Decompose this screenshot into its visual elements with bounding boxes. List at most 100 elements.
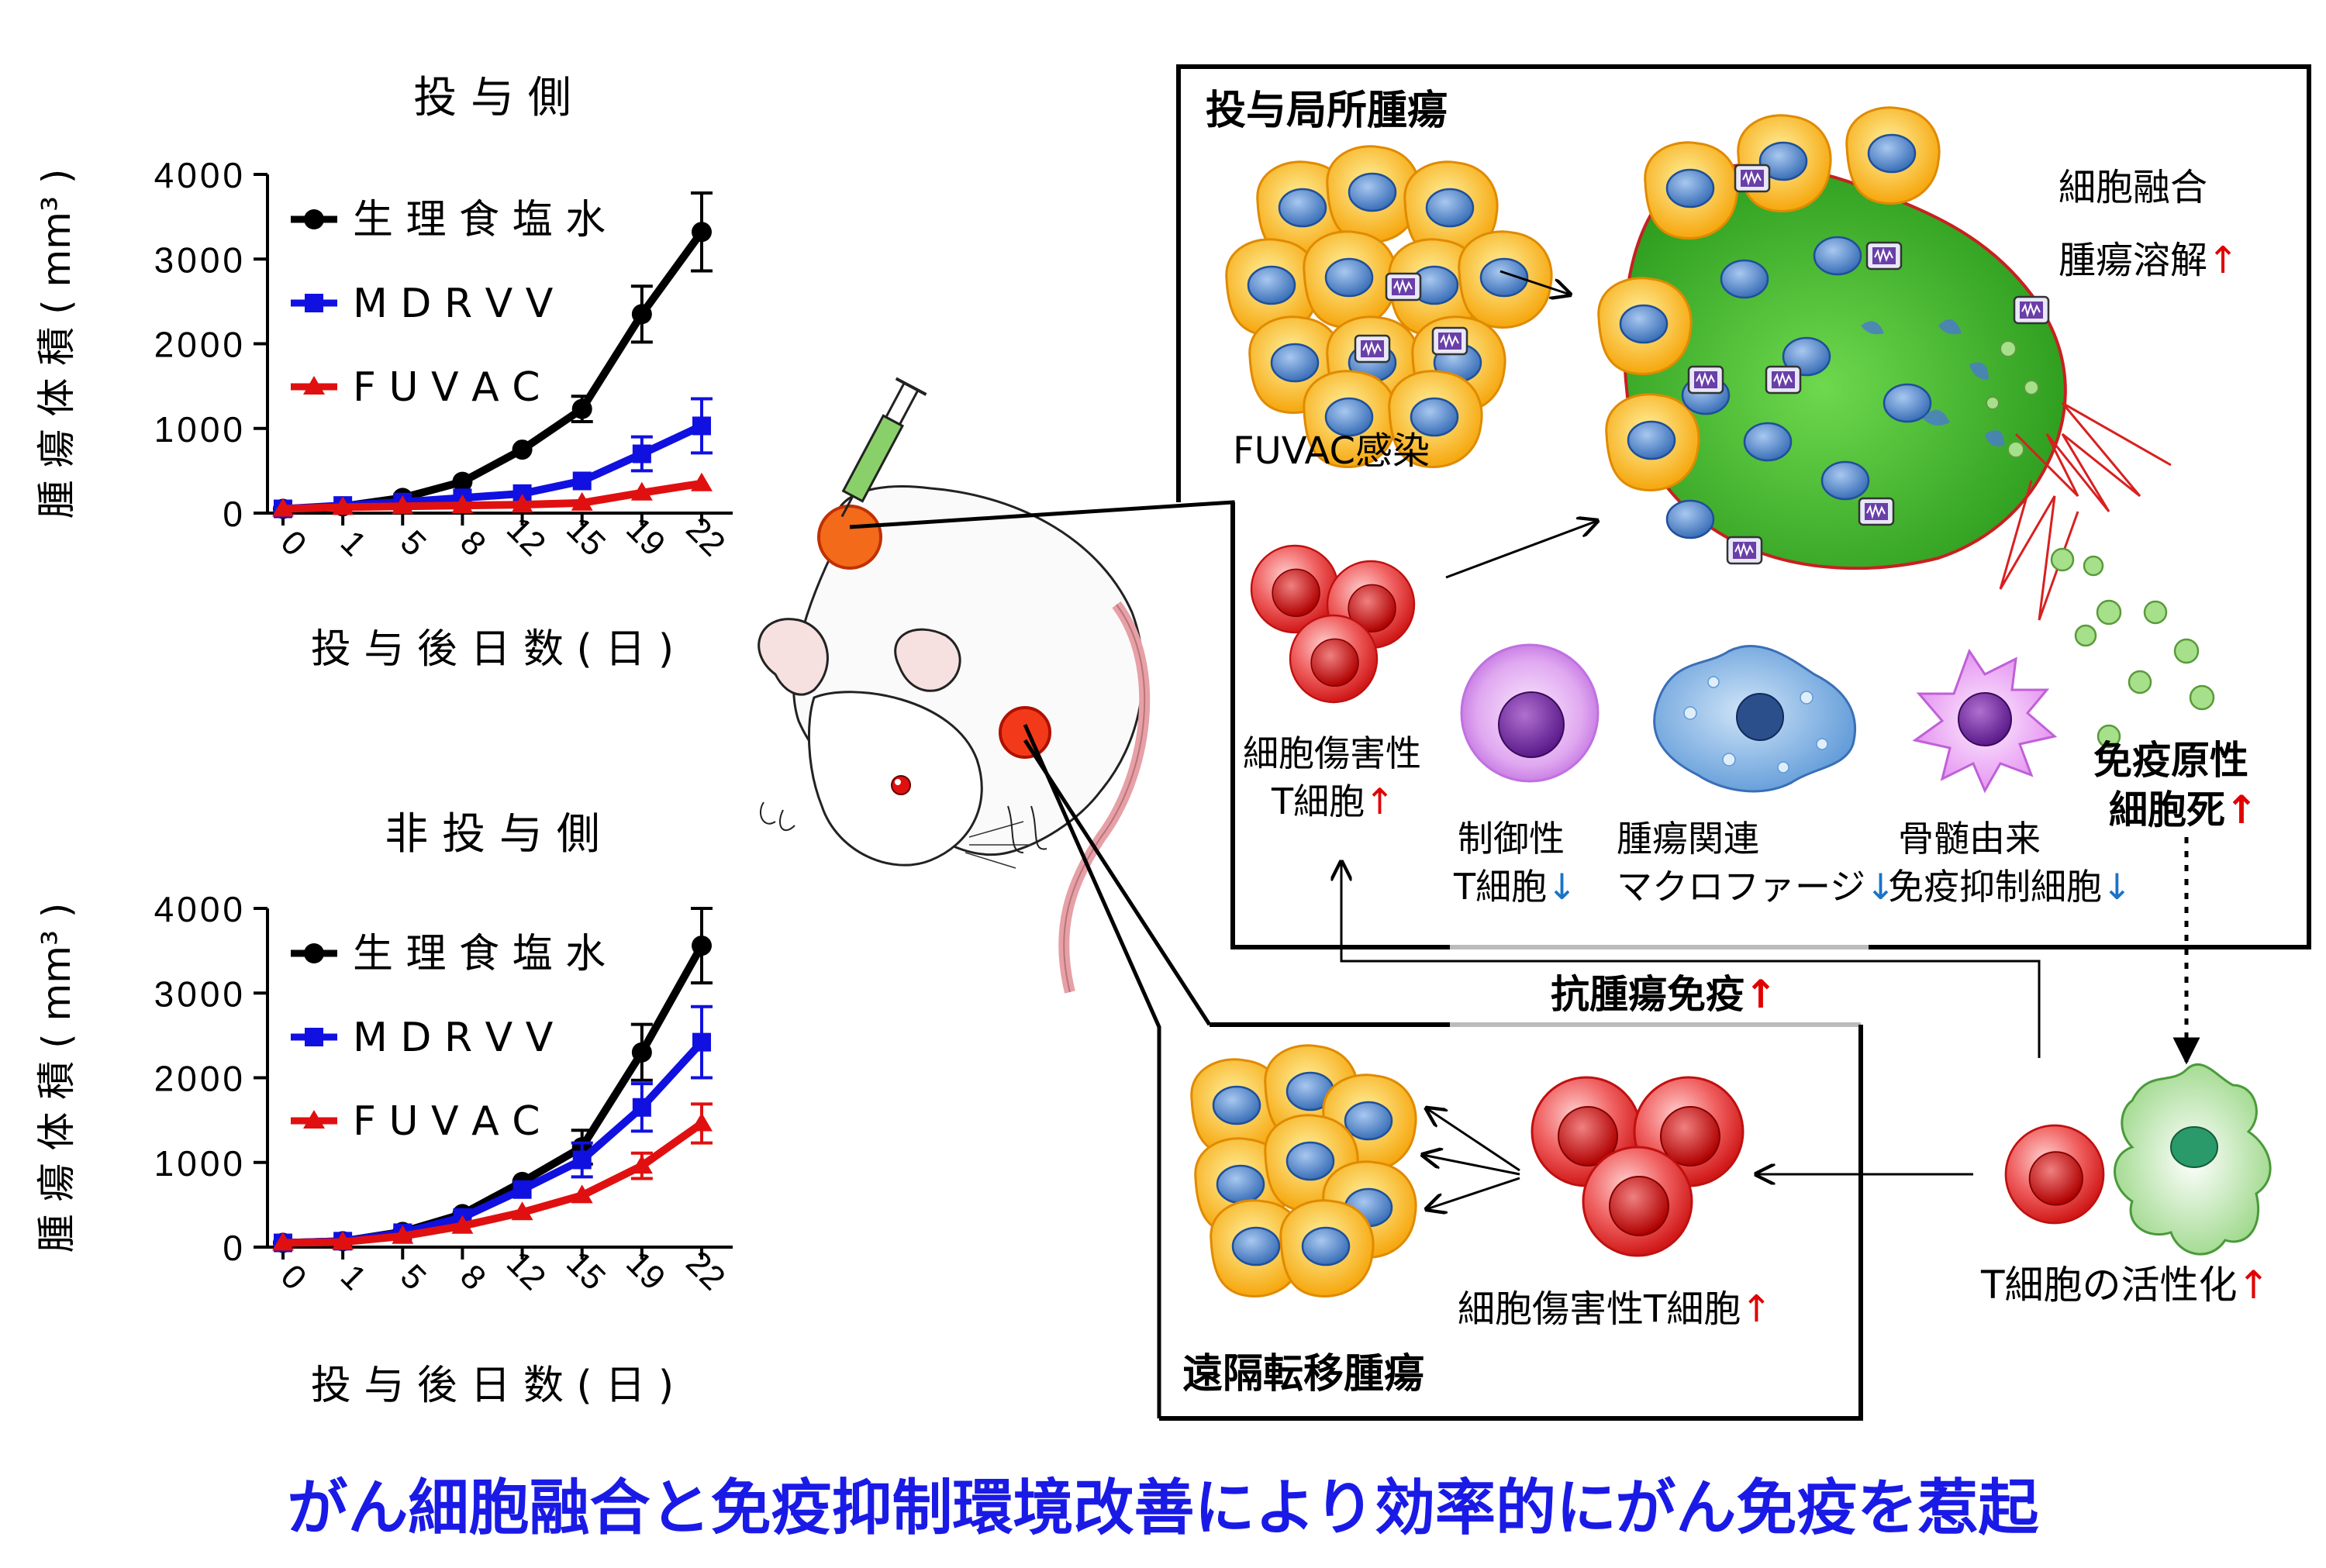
antitumor-immunity-up-arrow: ↑ bbox=[1744, 972, 1777, 1017]
x-tick-label: 22 bbox=[678, 1244, 732, 1297]
t-activation-label: T細胞の活性化↑ bbox=[1980, 1263, 2269, 1308]
x-tick-label: 15 bbox=[559, 510, 613, 563]
mdsc-cell bbox=[1912, 648, 2058, 794]
distant-tumor-box bbox=[1159, 1022, 1863, 1421]
y-tick-label: 1000 bbox=[154, 1143, 246, 1184]
x-tick-label: 8 bbox=[453, 1257, 493, 1297]
series-line bbox=[282, 1120, 704, 1247]
arrow-attack-1 bbox=[1427, 1108, 1520, 1172]
treg-text: T細胞 bbox=[1453, 866, 1547, 908]
y-tick-label: 0 bbox=[223, 1228, 246, 1268]
data-point bbox=[630, 1155, 653, 1174]
legend-marker bbox=[304, 943, 324, 963]
connector-distant-lower bbox=[1023, 739, 1212, 1026]
mdsc-label-1: 骨髄由来 bbox=[1898, 818, 2041, 860]
x-axis-label: 投 与 後 日 数 ( 日 ) bbox=[311, 1363, 674, 1409]
mouse-illustration bbox=[758, 377, 1151, 994]
treg-label-1: 制御性 bbox=[1458, 818, 1565, 860]
mdsc-down-arrow: ↓ bbox=[2102, 866, 2132, 908]
data-point bbox=[512, 439, 533, 460]
legend-label: M D R V V bbox=[353, 1015, 554, 1061]
y-tick-label: 2000 bbox=[154, 1059, 246, 1099]
legend-marker bbox=[303, 376, 325, 395]
data-point bbox=[392, 495, 414, 515]
data-point bbox=[632, 1098, 651, 1117]
data-point bbox=[512, 1180, 532, 1199]
x-tick-label: 15 bbox=[559, 1244, 613, 1297]
data-point bbox=[332, 1231, 354, 1250]
cytotoxic-t-cells-local bbox=[1250, 544, 1416, 704]
cytotoxic-t-label-2: T細胞↑ bbox=[1271, 781, 1395, 822]
y-tick-label: 1000 bbox=[154, 409, 246, 450]
tam-label-2: マクロファージ↓ bbox=[1617, 866, 1896, 908]
x-tick-label: 19 bbox=[619, 1244, 672, 1297]
legend-label: F U V A C bbox=[353, 364, 540, 411]
distant-tumor-title: 遠隔転移腫瘍 bbox=[1182, 1351, 1424, 1397]
local-tumor-title: 投与局所腫瘍 bbox=[1206, 88, 1448, 134]
arrow-attack-2 bbox=[1423, 1155, 1520, 1176]
series-line bbox=[282, 943, 706, 1247]
tumor-lysis-text: 腫瘍溶解 bbox=[2059, 239, 2207, 282]
cytotoxic-t-distant-label: 細胞傷害性T細胞↑ bbox=[1458, 1287, 1772, 1331]
t-activation-up-arrow: ↑ bbox=[2238, 1263, 2270, 1308]
data-point bbox=[511, 1201, 533, 1221]
y-axis-label: 腫 瘍 体 積 ( mm³ ) bbox=[34, 169, 79, 519]
data-point bbox=[691, 1112, 713, 1132]
tam-text: マクロファージ bbox=[1617, 866, 1865, 908]
data-point bbox=[511, 494, 533, 513]
y-tick-label: 3000 bbox=[154, 240, 246, 280]
x-tick-label: 22 bbox=[678, 510, 732, 563]
data-point bbox=[631, 1042, 652, 1063]
data-point bbox=[272, 1232, 294, 1251]
cell-fusion-label: 細胞融合 bbox=[2059, 166, 2207, 209]
x-tick-label: 5 bbox=[393, 1257, 433, 1297]
connector-distant bbox=[1023, 723, 1161, 1418]
legend-marker bbox=[305, 294, 323, 312]
icd-label-2: 細胞死↑ bbox=[2109, 787, 2258, 832]
data-point bbox=[452, 471, 473, 492]
arrow-attack-3 bbox=[1427, 1177, 1520, 1209]
tumor-lysis-up-arrow: ↑ bbox=[2207, 239, 2238, 282]
data-point bbox=[451, 1215, 474, 1234]
legend-label: F U V A C bbox=[353, 1098, 540, 1145]
data-point bbox=[632, 444, 651, 464]
legend-marker bbox=[303, 1110, 325, 1129]
x-tick-label: 0 bbox=[274, 523, 314, 563]
legend-label: 生 理 食 塩 水 bbox=[353, 197, 606, 243]
mdsc-label-2: 免疫抑制細胞↓ bbox=[1888, 866, 2132, 908]
x-tick-label: 19 bbox=[619, 510, 672, 563]
cell-debris bbox=[2050, 547, 2215, 749]
y-tick-label: 4000 bbox=[154, 889, 246, 929]
cytotoxic-t-distant-up-arrow: ↑ bbox=[1741, 1287, 1772, 1331]
x-tick-label: 8 bbox=[453, 523, 493, 563]
cytotoxic-t-distant-text: 細胞傷害性T細胞 bbox=[1458, 1287, 1741, 1331]
tam-label-1: 腫瘍関連 bbox=[1617, 818, 1759, 860]
treg-cell bbox=[1460, 643, 1600, 783]
data-point bbox=[332, 496, 354, 515]
x-tick-label: 1 bbox=[333, 1257, 374, 1297]
data-point bbox=[272, 498, 294, 517]
legend-marker bbox=[304, 209, 324, 229]
data-point bbox=[692, 1032, 711, 1052]
antitumor-feedback-line bbox=[1341, 862, 2041, 1058]
legend-label: 生 理 食 塩 水 bbox=[353, 931, 606, 977]
data-point bbox=[572, 471, 592, 491]
treg-label-2: T細胞↓ bbox=[1453, 866, 1577, 908]
macrophage-cell bbox=[1653, 644, 1857, 793]
x-tick-label: 12 bbox=[499, 510, 553, 563]
fuvac-infected-cluster bbox=[1225, 145, 1553, 469]
fuvac-infection-label: FUVAC感染 bbox=[1233, 429, 1430, 473]
antitumor-immunity-label: 抗腫瘍免疫↑ bbox=[1551, 972, 1777, 1017]
data-point bbox=[392, 1225, 414, 1244]
cytotoxic-t-up-arrow: ↑ bbox=[1365, 781, 1395, 822]
distant-tumor-cluster bbox=[1190, 1044, 1417, 1298]
data-point bbox=[691, 472, 713, 491]
y-tick-label: 3000 bbox=[154, 974, 246, 1014]
data-point bbox=[692, 936, 712, 956]
t-activation-text: T細胞の活性化 bbox=[1980, 1263, 2238, 1308]
y-tick-label: 0 bbox=[223, 494, 246, 534]
x-tick-label: 12 bbox=[499, 1244, 553, 1297]
icd-label-1: 免疫原性 bbox=[2093, 738, 2248, 783]
